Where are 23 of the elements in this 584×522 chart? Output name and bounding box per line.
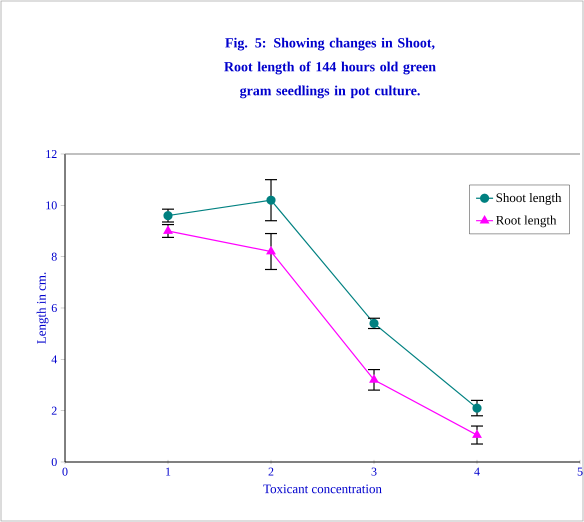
y-tick-label: 12 (46, 150, 57, 158)
y-tick-label: 4 (51, 355, 58, 364)
point (266, 196, 276, 205)
legend-label: Shoot length (496, 192, 562, 205)
point (370, 374, 379, 383)
point (472, 403, 482, 413)
x-tick-label: 1 (166, 468, 170, 476)
point (266, 246, 276, 254)
y-axis-title: Length in cm. (36, 272, 48, 344)
x-tick-label: 4 (474, 468, 480, 476)
x-tick-label: 2 (268, 468, 274, 476)
y-tick-label: 10 (46, 201, 57, 210)
chart-title: Fig. 5: Showing changes in Shoot, Root length of 144 hours old green gram seedlings in pot culture. (224, 38, 436, 98)
y-tick-label: 8 (52, 252, 57, 261)
x-axis-title: Toxicant concentration (263, 484, 382, 494)
x-tick-label: 5 (578, 468, 583, 476)
x-tick-label: 3 (372, 468, 377, 476)
x-tick-label: 0 (62, 468, 68, 476)
legend-label: Root length (496, 215, 556, 228)
y-tick-label: 0 (52, 458, 57, 466)
y-tick-label: 6 (52, 304, 57, 312)
y-tick-label: 2 (52, 406, 57, 415)
point (472, 430, 482, 438)
